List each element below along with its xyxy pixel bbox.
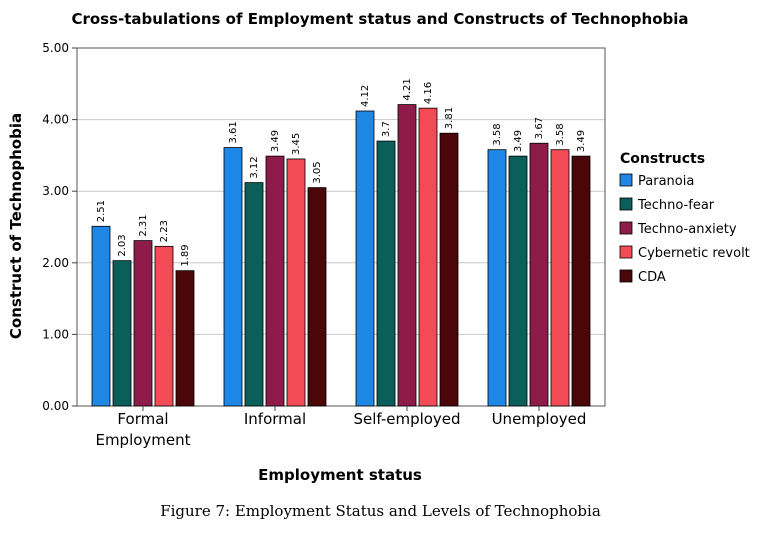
y-tick-label: 5.00 — [42, 41, 69, 55]
data-label: 3.05 — [312, 161, 323, 183]
data-label: 3.49 — [576, 130, 587, 152]
legend-label: CDA — [638, 270, 666, 285]
bar-paranoia — [355, 110, 375, 407]
data-label: 2.23 — [159, 220, 170, 242]
x-axis-title: Employment status — [258, 466, 422, 484]
bars — [91, 104, 591, 407]
legend-label: Techno-fear — [637, 198, 715, 213]
y-tick-label: 3.00 — [42, 184, 69, 198]
bar-paranoia — [487, 149, 507, 407]
bar-techno-fear — [244, 182, 264, 407]
legend-label: Paranoia — [638, 174, 694, 189]
data-label: 3.58 — [492, 123, 503, 145]
y-tick-label: 1.00 — [42, 327, 69, 341]
bar-techno-fear — [508, 155, 528, 407]
data-label: 3.61 — [228, 121, 239, 143]
bar-cda — [439, 132, 459, 407]
data-label: 2.31 — [138, 214, 149, 236]
legend-label: Cybernetic revolt — [638, 246, 750, 261]
legend-swatch — [619, 245, 633, 259]
data-label: 2.03 — [117, 234, 128, 256]
bar-techno-fear — [376, 140, 396, 407]
legend-label: Techno-anxiety — [637, 222, 737, 237]
y-axis-title: Construct of Technophobia — [7, 113, 25, 339]
legend-swatch — [619, 269, 633, 283]
data-label: 4.16 — [423, 82, 434, 104]
bar-cda — [307, 187, 327, 407]
legend: Paranoia Techno-fear Techno-anxiety Cyberne… — [619, 173, 750, 285]
y-tick-label: 4.00 — [42, 113, 69, 127]
figure-caption: Figure 7: Employment Status and Levels o… — [160, 502, 601, 520]
legend-swatch — [619, 197, 633, 211]
x-tick-label: Formal — [117, 410, 168, 428]
bar-cybernetic-revolt — [286, 158, 306, 407]
bar-cybernetic-revolt — [154, 245, 174, 407]
data-label: 2.51 — [96, 200, 107, 222]
bar-paranoia — [91, 225, 111, 407]
y-tick-label: 2.00 — [42, 256, 69, 270]
bar-paranoia — [223, 147, 243, 407]
data-label: 1.89 — [180, 244, 191, 266]
x-tick-label: Employment — [95, 431, 190, 449]
data-label: 3.45 — [291, 133, 302, 155]
legend-swatch — [619, 221, 633, 235]
x-tick-label: Unemployed — [492, 410, 587, 428]
bar-cda — [571, 155, 591, 407]
bar-cybernetic-revolt — [418, 107, 438, 407]
y-axis-ticks: 0.00 1.00 2.00 3.00 4.00 5.00 — [42, 41, 77, 413]
plot-frame — [76, 47, 606, 407]
data-label: 3.49 — [513, 130, 524, 152]
chart-title: Cross-tabulations of Employment status a… — [71, 10, 688, 28]
data-label: 3.49 — [270, 130, 281, 152]
chart: Cross-tabulations of Employment status a… — [7, 10, 750, 484]
bar-cybernetic-revolt — [550, 149, 570, 407]
data-label: 3.81 — [444, 107, 455, 129]
data-label: 4.21 — [402, 78, 413, 100]
data-label: 3.58 — [555, 123, 566, 145]
data-label: 3.7 — [381, 121, 392, 137]
bar-cda — [175, 270, 195, 407]
bar-techno-anxiety — [133, 240, 153, 407]
data-label: 4.12 — [360, 85, 371, 107]
bar-techno-anxiety — [397, 104, 417, 407]
bar-techno-anxiety — [265, 155, 285, 407]
data-label: 3.12 — [249, 156, 260, 178]
x-axis-categories: Formal Employment Informal Self-employed Une… — [95, 406, 586, 449]
x-tick-label: Informal — [244, 410, 306, 428]
bar-techno-anxiety — [529, 142, 549, 407]
bar-techno-fear — [112, 260, 132, 407]
legend-title: Constructs — [620, 151, 705, 167]
x-tick-label: Self-employed — [353, 410, 460, 428]
data-label: 3.67 — [534, 117, 545, 139]
y-tick-label: 0.00 — [42, 399, 69, 413]
legend-swatch — [619, 173, 633, 187]
data-labels: 2.51 2.03 2.31 2.23 1.89 3.61 3.12 3.49 3.45 3.05… — [96, 78, 587, 266]
